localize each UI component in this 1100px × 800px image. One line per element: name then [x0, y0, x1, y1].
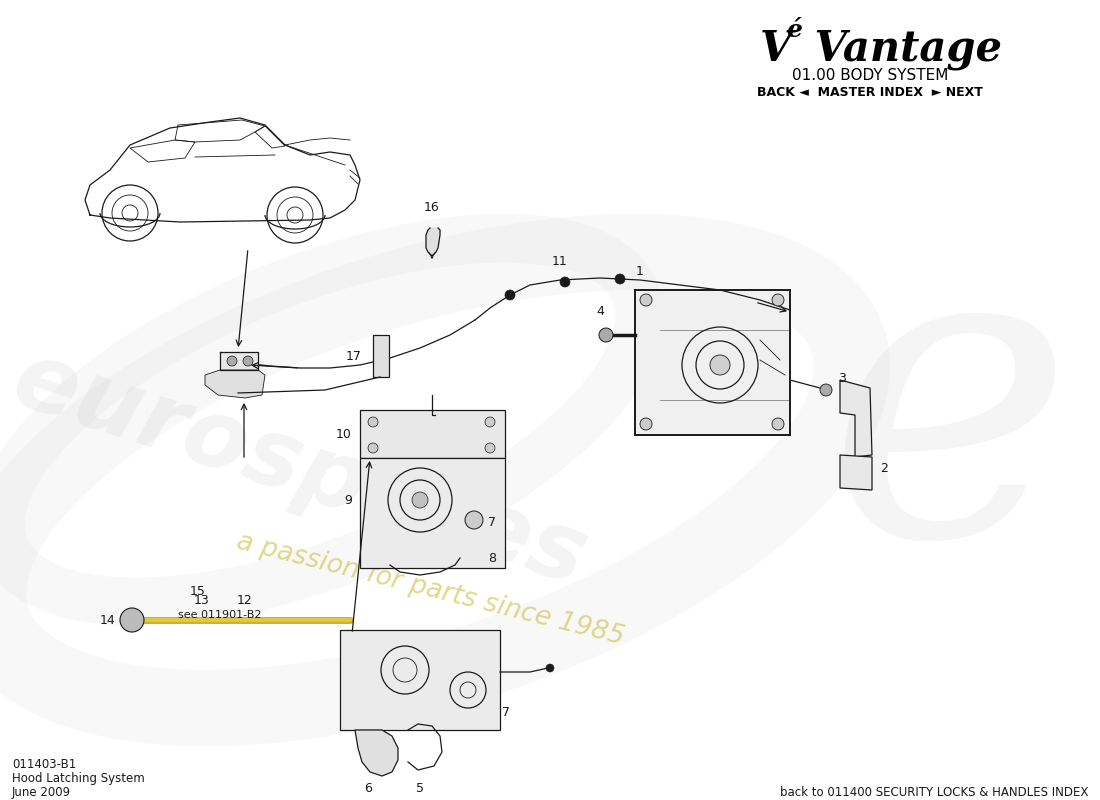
Circle shape: [485, 417, 495, 427]
Polygon shape: [426, 228, 440, 256]
Circle shape: [820, 384, 832, 396]
Circle shape: [640, 418, 652, 430]
Text: 1: 1: [636, 265, 644, 278]
Text: 4: 4: [596, 305, 604, 318]
Circle shape: [120, 608, 144, 632]
Circle shape: [710, 355, 730, 375]
Text: 17: 17: [346, 350, 362, 362]
Text: 9: 9: [344, 494, 352, 506]
Text: V: V: [760, 28, 792, 70]
Circle shape: [772, 294, 784, 306]
Text: 12: 12: [238, 594, 253, 607]
Circle shape: [640, 294, 652, 306]
Text: e: e: [827, 218, 1074, 622]
Circle shape: [465, 511, 483, 529]
Circle shape: [412, 492, 428, 508]
Text: 011403-B1: 011403-B1: [12, 758, 76, 771]
Text: 11: 11: [552, 255, 568, 268]
FancyBboxPatch shape: [373, 335, 389, 377]
FancyBboxPatch shape: [340, 630, 500, 730]
Polygon shape: [205, 370, 265, 398]
Text: June 2009: June 2009: [12, 786, 72, 799]
Polygon shape: [355, 730, 398, 776]
Text: 7: 7: [502, 706, 510, 718]
Circle shape: [505, 290, 515, 300]
Text: 2: 2: [880, 462, 888, 474]
Polygon shape: [220, 352, 258, 370]
Text: 10: 10: [337, 427, 352, 441]
Circle shape: [546, 664, 554, 672]
Text: 15: 15: [190, 585, 206, 598]
Text: eurospares: eurospares: [2, 334, 598, 606]
Circle shape: [600, 328, 613, 342]
Text: BACK ◄  MASTER INDEX  ► NEXT: BACK ◄ MASTER INDEX ► NEXT: [757, 86, 983, 99]
Circle shape: [368, 443, 378, 453]
Circle shape: [368, 417, 378, 427]
Text: 6: 6: [364, 782, 372, 795]
FancyBboxPatch shape: [360, 410, 505, 458]
Text: 14: 14: [99, 614, 116, 626]
Circle shape: [772, 418, 784, 430]
Circle shape: [485, 443, 495, 453]
Text: 7: 7: [488, 515, 496, 529]
Polygon shape: [840, 380, 872, 457]
Text: a passion for parts since 1985: a passion for parts since 1985: [233, 529, 626, 651]
Circle shape: [243, 356, 253, 366]
Circle shape: [615, 274, 625, 284]
Text: see 011901-B2: see 011901-B2: [178, 610, 262, 620]
Text: back to 011400 SECURITY LOCKS & HANDLES INDEX: back to 011400 SECURITY LOCKS & HANDLES …: [780, 786, 1088, 799]
Text: Vantage: Vantage: [800, 28, 1002, 70]
Text: 3: 3: [838, 371, 846, 385]
Text: Hood Latching System: Hood Latching System: [12, 772, 145, 785]
Text: 01.00 BODY SYSTEM: 01.00 BODY SYSTEM: [792, 68, 948, 83]
Text: 5: 5: [416, 782, 424, 795]
Text: é: é: [786, 18, 802, 42]
FancyBboxPatch shape: [360, 458, 505, 568]
Polygon shape: [840, 455, 872, 490]
FancyBboxPatch shape: [635, 290, 790, 435]
Text: 8: 8: [488, 551, 496, 565]
Circle shape: [227, 356, 236, 366]
Text: 16: 16: [425, 201, 440, 214]
Circle shape: [560, 277, 570, 287]
Text: 13: 13: [194, 594, 210, 607]
